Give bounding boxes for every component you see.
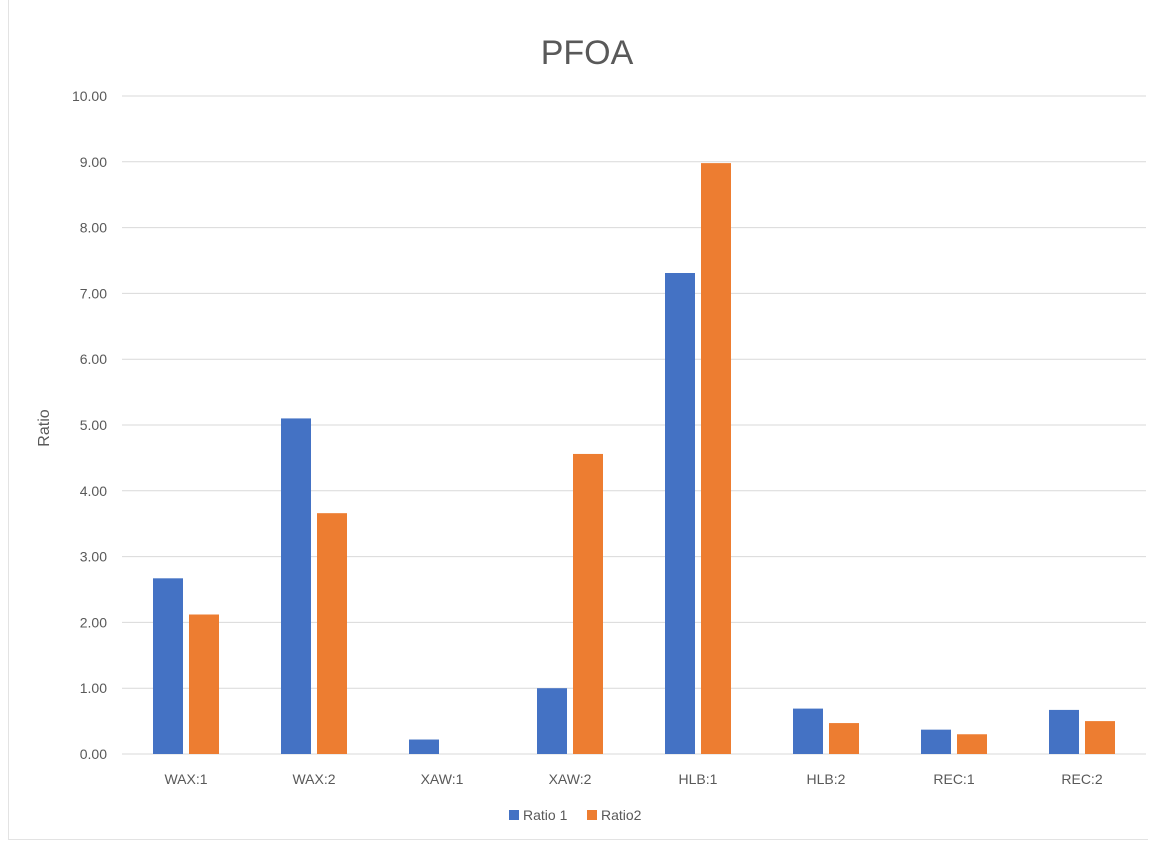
bar-ratio-1-rec-2 [1049, 709, 1079, 754]
y-tick-label: 7.00 [80, 285, 107, 301]
x-tick-label: XAW:2 [549, 771, 592, 787]
bar-ratio-1-rec-1 [921, 729, 951, 754]
bar-ratio2-rec-1 [957, 734, 987, 754]
y-axis-label: Ratio [36, 409, 53, 446]
legend-label: Ratio 1 [523, 807, 568, 823]
bar-ratio2-xaw-2 [573, 453, 603, 754]
bar-ratio2-wax-2 [317, 513, 347, 754]
y-tick-label: 2.00 [80, 614, 107, 630]
y-tick-label: 1.00 [80, 680, 107, 696]
y-tick-label: 5.00 [80, 417, 107, 433]
y-tick-label: 8.00 [80, 220, 107, 236]
chart-frame: PFOA Ratio 0.00 1.00 2.00 3.00 4.00 5.00 6.00 7… [8, 0, 1148, 840]
x-tick-label: REC:2 [1061, 771, 1102, 787]
chart-title: PFOA [541, 34, 634, 72]
legend-swatch [587, 810, 597, 820]
bar-ratio-1-wax-2 [281, 418, 311, 754]
legend-label: Ratio2 [601, 807, 642, 823]
bar-ratio2-wax-1 [189, 614, 219, 754]
y-tick-label: 0.00 [80, 746, 107, 762]
legend: Ratio 1 Ratio2 [509, 807, 642, 823]
x-tick-label: HLB:2 [807, 771, 846, 787]
gridlines [122, 95, 1146, 755]
bar-ratio-1-xaw-1 [409, 739, 439, 754]
bar-ratio2-rec-2 [1085, 721, 1115, 754]
bar-ratio-1-xaw-2 [537, 688, 567, 754]
x-tick-label: XAW:1 [421, 771, 464, 787]
bar-ratio-1-wax-1 [153, 578, 183, 754]
y-tick-label: 3.00 [80, 549, 107, 565]
legend-swatch [509, 810, 519, 820]
x-tick-label: WAX:2 [292, 771, 335, 787]
y-axis-ticks: 0.00 1.00 2.00 3.00 4.00 5.00 6.00 7.00 8.00 9.00… [72, 88, 107, 762]
y-tick-label: 4.00 [80, 483, 107, 499]
x-tick-label: REC:1 [933, 771, 974, 787]
bar-ratio-1-hlb-1 [665, 273, 695, 754]
x-tick-label: HLB:1 [679, 771, 718, 787]
bars [153, 163, 1115, 755]
y-tick-label: 9.00 [80, 154, 107, 170]
y-tick-label: 6.00 [80, 351, 107, 367]
bar-ratio-1-hlb-2 [793, 708, 823, 754]
bar-ratio2-hlb-1 [701, 163, 731, 755]
x-axis-ticks: WAX:1 WAX:2 XAW:1 XAW:2 HLB:1 HLB:2 REC:1 REC:2 [164, 771, 1102, 787]
pfoa-bar-chart: PFOA Ratio 0.00 1.00 2.00 3.00 4.00 5.00 6.00 7… [36, 34, 1146, 823]
x-tick-label: WAX:1 [164, 771, 207, 787]
y-tick-label: 10.00 [72, 88, 107, 104]
bar-ratio2-hlb-2 [829, 723, 859, 754]
